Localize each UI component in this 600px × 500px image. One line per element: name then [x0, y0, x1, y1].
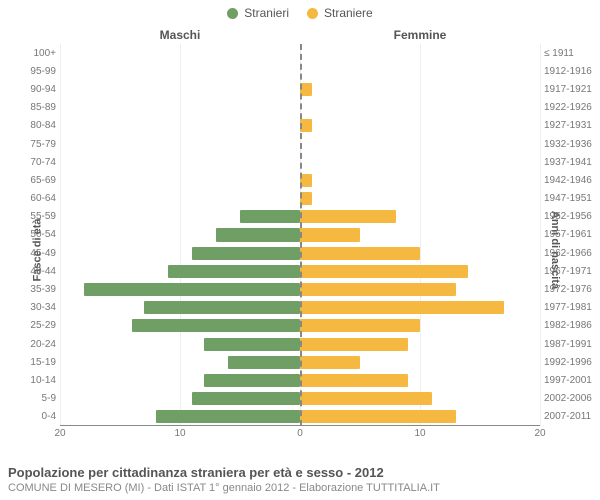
birth-year-label: 1972-1976	[544, 280, 600, 298]
bar-male	[168, 265, 300, 278]
x-tick-label: 20	[54, 428, 65, 439]
bar-female	[300, 338, 408, 351]
bar-female	[300, 356, 360, 369]
birth-year-label: 1922-1926	[544, 99, 600, 117]
y-axis-left-labels: 100+95-9990-9485-8980-8475-7970-7465-696…	[0, 44, 60, 426]
bar-male	[156, 410, 300, 423]
age-label: 60-64	[0, 190, 56, 208]
legend-swatch-female	[307, 8, 318, 19]
bar-female	[300, 410, 456, 423]
legend-swatch-male	[227, 8, 238, 19]
birth-year-label: 1992-1996	[544, 353, 600, 371]
age-label: 0-4	[0, 408, 56, 426]
birth-year-label: 1947-1951	[544, 190, 600, 208]
age-label: 5-9	[0, 390, 56, 408]
population-pyramid-chart: Stranieri Straniere Maschi Femmine Fasce…	[0, 0, 600, 500]
bar-male	[216, 228, 300, 241]
bar-female	[300, 283, 456, 296]
chart-title: Popolazione per cittadinanza straniera p…	[8, 465, 592, 480]
birth-year-label: 1937-1941	[544, 153, 600, 171]
birth-year-label: 2002-2006	[544, 390, 600, 408]
x-tick-label: 10	[414, 428, 425, 439]
age-label: 65-69	[0, 171, 56, 189]
age-label: 15-19	[0, 353, 56, 371]
birth-year-label: 1912-1916	[544, 62, 600, 80]
birth-year-label: 1927-1931	[544, 117, 600, 135]
x-tick-label: 10	[174, 428, 185, 439]
age-label: 90-94	[0, 80, 56, 98]
birth-year-label: ≤ 1911	[544, 44, 600, 62]
column-header-left: Maschi	[60, 28, 300, 42]
birth-year-label: 1982-1986	[544, 317, 600, 335]
birth-year-label: 2007-2011	[544, 408, 600, 426]
bar-female	[300, 210, 396, 223]
column-headers: Maschi Femmine	[60, 28, 540, 42]
age-label: 70-74	[0, 153, 56, 171]
bar-male	[192, 392, 300, 405]
birth-year-label: 1942-1946	[544, 171, 600, 189]
age-label: 10-14	[0, 371, 56, 389]
birth-year-label: 1997-2001	[544, 371, 600, 389]
chart-subtitle: COMUNE DI MESERO (MI) - Dati ISTAT 1° ge…	[8, 482, 592, 494]
bar-male	[192, 247, 300, 260]
column-header-right: Femmine	[300, 28, 540, 42]
bar-male	[84, 283, 300, 296]
age-label: 55-59	[0, 208, 56, 226]
age-label: 75-79	[0, 135, 56, 153]
bar-male	[228, 356, 300, 369]
age-label: 80-84	[0, 117, 56, 135]
bar-female	[300, 319, 420, 332]
bar-male	[144, 301, 300, 314]
bar-female	[300, 301, 504, 314]
legend-label-female: Straniere	[324, 6, 373, 20]
bar-female	[300, 392, 432, 405]
age-label: 100+	[0, 44, 56, 62]
age-label: 95-99	[0, 62, 56, 80]
center-axis	[300, 44, 302, 426]
bar-male	[204, 338, 300, 351]
age-label: 20-24	[0, 335, 56, 353]
age-label: 30-34	[0, 299, 56, 317]
chart-footer: Popolazione per cittadinanza straniera p…	[8, 465, 592, 494]
birth-year-label: 1967-1971	[544, 262, 600, 280]
birth-year-label: 1917-1921	[544, 80, 600, 98]
age-label: 85-89	[0, 99, 56, 117]
age-label: 35-39	[0, 280, 56, 298]
birth-year-label: 1957-1961	[544, 226, 600, 244]
x-axis-ticks: 201001020	[60, 428, 540, 444]
age-label: 45-49	[0, 244, 56, 262]
x-tick-label: 20	[534, 428, 545, 439]
bar-female	[300, 228, 360, 241]
birth-year-label: 1962-1966	[544, 244, 600, 262]
birth-year-label: 1987-1991	[544, 335, 600, 353]
bar-female	[300, 247, 420, 260]
age-label: 25-29	[0, 317, 56, 335]
bar-female	[300, 265, 468, 278]
bar-male	[204, 374, 300, 387]
legend: Stranieri Straniere	[0, 0, 600, 20]
bar-female	[300, 374, 408, 387]
legend-item-male: Stranieri	[227, 6, 289, 20]
y-axis-right-labels: ≤ 19111912-19161917-19211922-19261927-19…	[540, 44, 600, 426]
bar-male	[240, 210, 300, 223]
age-label: 50-54	[0, 226, 56, 244]
birth-year-label: 1952-1956	[544, 208, 600, 226]
birth-year-label: 1977-1981	[544, 299, 600, 317]
x-tick-label: 0	[297, 428, 303, 439]
bar-male	[132, 319, 300, 332]
age-label: 40-44	[0, 262, 56, 280]
plot-area	[60, 44, 540, 426]
birth-year-label: 1932-1936	[544, 135, 600, 153]
legend-item-female: Straniere	[307, 6, 373, 20]
legend-label-male: Stranieri	[244, 6, 289, 20]
